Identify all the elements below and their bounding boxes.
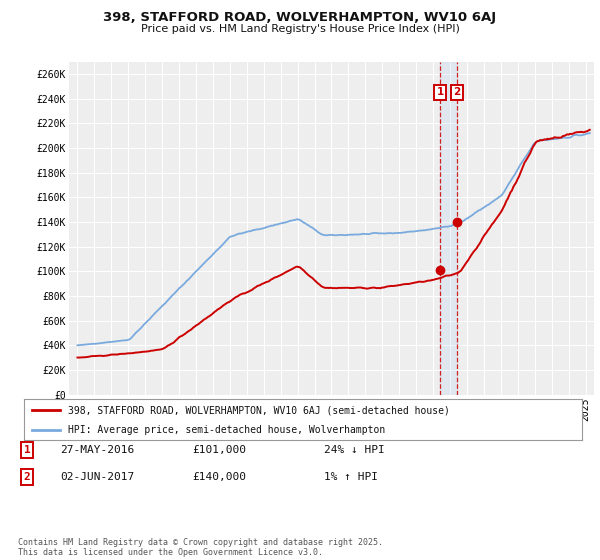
Text: 02-JUN-2017: 02-JUN-2017 [60, 472, 134, 482]
Text: 2: 2 [454, 87, 461, 97]
Text: 398, STAFFORD ROAD, WOLVERHAMPTON, WV10 6AJ (semi-detached house): 398, STAFFORD ROAD, WOLVERHAMPTON, WV10 … [68, 405, 449, 415]
Text: 398, STAFFORD ROAD, WOLVERHAMPTON, WV10 6AJ: 398, STAFFORD ROAD, WOLVERHAMPTON, WV10 … [103, 11, 497, 24]
Bar [440, 62, 457, 395]
Text: 1% ↑ HPI: 1% ↑ HPI [324, 472, 378, 482]
Text: Price paid vs. HM Land Registry's House Price Index (HPI): Price paid vs. HM Land Registry's House … [140, 24, 460, 34]
Text: £140,000: £140,000 [192, 472, 246, 482]
Text: 27-MAY-2016: 27-MAY-2016 [60, 445, 134, 455]
Text: 1: 1 [23, 445, 31, 455]
Text: Contains HM Land Registry data © Crown copyright and database right 2025.
This d: Contains HM Land Registry data © Crown c… [18, 538, 383, 557]
Text: 2: 2 [23, 472, 31, 482]
Text: £101,000: £101,000 [192, 445, 246, 455]
Text: 24% ↓ HPI: 24% ↓ HPI [324, 445, 385, 455]
Text: HPI: Average price, semi-detached house, Wolverhampton: HPI: Average price, semi-detached house,… [68, 424, 385, 435]
Text: 1: 1 [436, 87, 443, 97]
